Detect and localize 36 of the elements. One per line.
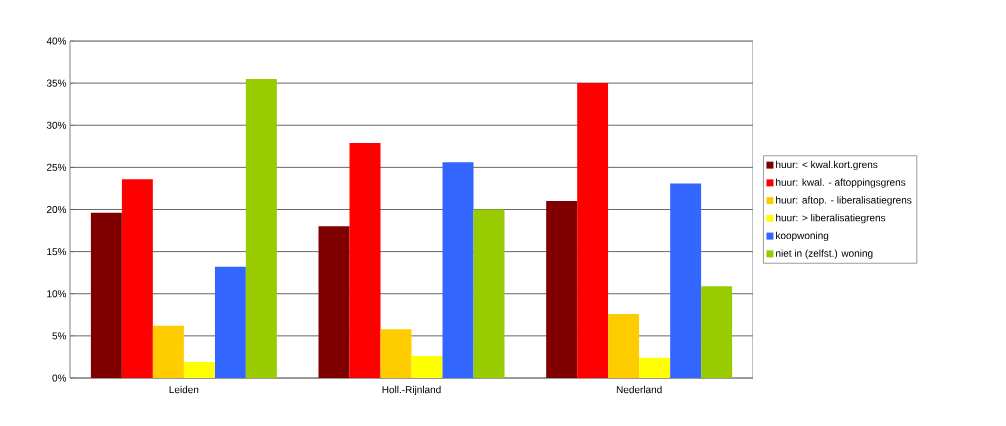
bar [121,179,153,378]
y-tick-label: 5% [52,332,67,340]
legend-label: niet in (zelfst.) woning [776,249,873,259]
bar [245,78,277,378]
y-tick-label: 30% [46,121,67,129]
bar [442,162,474,378]
bar [670,183,702,378]
y-tick-label: 20% [46,205,67,214]
bar [546,201,578,378]
bar [152,325,184,378]
y-tick-label: 10% [47,290,67,298]
y-tick-label: 40% [46,37,67,45]
legend-label: huur: aftop. - liberalisatiegrens [776,196,912,206]
y-tick-label: 15% [47,248,67,256]
y-tick-label: 35% [46,79,67,87]
legend-label: huur: > liberalisatiegrens [776,214,886,224]
bar [214,266,246,378]
y-tick-label: 25% [46,163,67,171]
bar [701,286,733,378]
bar [473,209,505,378]
bar [318,226,350,378]
bar [183,361,215,378]
bar [90,212,122,378]
bar [380,329,412,378]
legend-label: koopwoning [776,231,829,242]
x-tick-label: Leiden [169,385,199,394]
legend-label: huur: kwal. - aftoppingsgrens [776,178,906,188]
x-tick-label: Nederland [616,385,662,394]
x-tick-label: Holl.-Rijnland [382,385,441,396]
bar [608,313,640,378]
bar [577,83,609,378]
legend-label: huur: < kwal.kort.grens [776,160,878,171]
bar [411,356,443,378]
bar [349,142,381,378]
bar [639,357,671,378]
y-tick-label: 0% [52,374,67,382]
